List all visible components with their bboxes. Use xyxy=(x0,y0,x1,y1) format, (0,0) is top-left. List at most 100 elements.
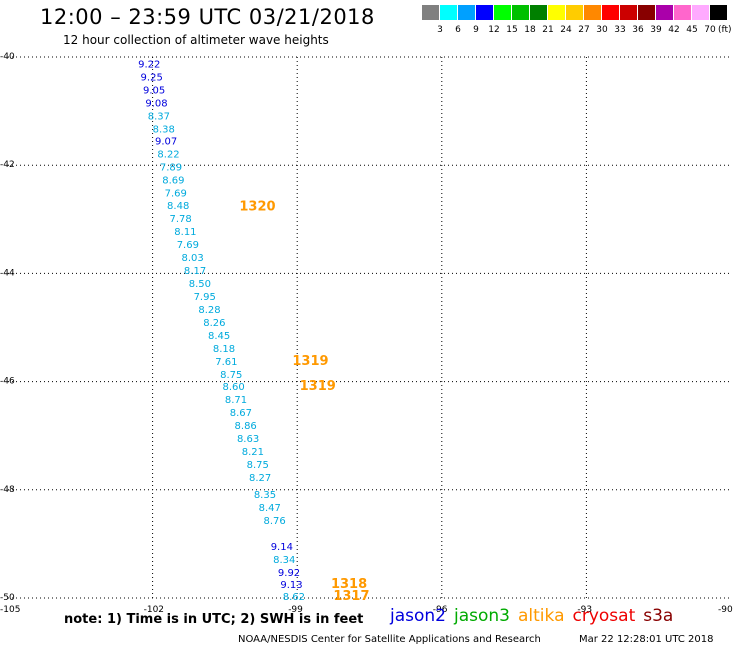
data-point-jason3: 8.37 xyxy=(148,111,170,122)
data-point-jason2: 9.92 xyxy=(278,568,300,579)
scale-label: 27 xyxy=(578,25,590,35)
y-tick-label: -48 xyxy=(0,485,15,495)
pass-number-altika: 1317 xyxy=(333,589,369,604)
scale-label: 9 xyxy=(473,25,479,35)
x-tick-label: -102 xyxy=(144,605,164,615)
scale-swatch xyxy=(638,5,655,20)
legend-item-cryosat: cryosat xyxy=(572,606,636,626)
data-point-jason3: 8.76 xyxy=(263,516,285,527)
scale-label: 39 xyxy=(650,25,662,35)
pass-number-altika: 1320 xyxy=(239,199,275,214)
satellite-legend: jason2 jason3 altika cryosat s3a xyxy=(390,606,681,626)
data-point-jason3: 8.67 xyxy=(230,408,252,419)
data-point-jason2: 9.07 xyxy=(155,136,177,147)
y-tick-label: -42 xyxy=(0,160,15,170)
scale-label: 33 xyxy=(614,25,626,35)
data-point-jason3: 7.89 xyxy=(160,162,182,173)
data-point-jason3: 8.45 xyxy=(208,331,230,342)
footer-timestamp: Mar 22 12:28:01 UTC 2018 xyxy=(579,634,714,645)
data-point-jason3: 8.63 xyxy=(237,434,259,445)
data-point-jason3: 7.78 xyxy=(169,214,191,225)
scale-label: 3 xyxy=(437,25,443,35)
scale-label: 70 xyxy=(704,25,716,35)
x-tick-label: -105 xyxy=(0,605,20,615)
scale-swatch xyxy=(476,5,493,20)
scale-swatch xyxy=(422,5,439,20)
scale-swatch xyxy=(530,5,547,20)
data-point-jason3: 7.69 xyxy=(165,188,187,199)
data-point-jason2: 9.13 xyxy=(280,580,302,591)
scale-label: 42 xyxy=(668,25,680,35)
data-point-jason3: 8.75 xyxy=(220,370,242,381)
data-point-jason3: 8.28 xyxy=(198,305,220,316)
scale-swatch xyxy=(566,5,583,20)
scale-unit-label: (ft) xyxy=(718,25,732,35)
legend-item-jason3: jason3 xyxy=(454,606,510,626)
scale-label: 12 xyxy=(488,25,500,35)
data-point-jason3: 7.95 xyxy=(194,292,216,303)
chart-subtitle: 12 hour collection of altimeter wave hei… xyxy=(63,33,329,47)
pass-number-altika: 1318 xyxy=(331,577,367,592)
scale-swatch xyxy=(458,5,475,20)
scale-label: 24 xyxy=(560,25,572,35)
data-point-jason3: 8.03 xyxy=(182,253,204,264)
data-point-jason3: 7.69 xyxy=(177,240,199,251)
scale-swatch xyxy=(656,5,673,20)
data-point-jason3: 8.47 xyxy=(259,503,281,514)
data-point-jason3: 8.60 xyxy=(222,382,244,393)
data-point-jason2: 9.22 xyxy=(138,59,160,70)
data-point-jason3: 8.86 xyxy=(235,421,257,432)
x-tick-label: -96 xyxy=(433,605,448,615)
scale-swatch xyxy=(602,5,619,20)
scale-swatch xyxy=(512,5,529,20)
data-point-jason2: 9.14 xyxy=(271,542,293,553)
scale-label: 30 xyxy=(596,25,608,35)
scale-swatch xyxy=(692,5,709,20)
y-tick-label: -50 xyxy=(0,593,15,603)
pass-number-altika: 1319 xyxy=(292,354,328,369)
data-point-jason3: 8.11 xyxy=(174,227,196,238)
data-point-jason3: 8.21 xyxy=(242,447,264,458)
scale-swatch xyxy=(494,5,511,20)
data-point-jason3: 8.38 xyxy=(153,124,175,135)
x-tick-label: -93 xyxy=(577,605,592,615)
data-point-jason3: 8.18 xyxy=(213,344,235,355)
scale-label: 6 xyxy=(455,25,461,35)
data-point-jason3: 8.17 xyxy=(184,266,206,277)
data-point-jason3: 8.48 xyxy=(167,201,189,212)
scale-swatch xyxy=(584,5,601,20)
data-point-jason3: 8.35 xyxy=(254,490,276,501)
scale-label: 15 xyxy=(506,25,518,35)
scale-swatch xyxy=(440,5,457,20)
data-point-jason3: 8.71 xyxy=(225,395,247,406)
data-point-jason3: 8.26 xyxy=(203,318,225,329)
units-note: note: 1) Time is in UTC; 2) SWH is in fe… xyxy=(64,612,364,627)
data-point-jason3: 7.61 xyxy=(215,357,237,368)
scale-swatch xyxy=(674,5,691,20)
data-point-jason3: 8.62 xyxy=(283,592,305,603)
data-point-jason3: 8.22 xyxy=(157,149,179,160)
footer-credit: NOAA/NESDIS Center for Satellite Applica… xyxy=(238,634,541,645)
chart-title: 12:00 – 23:59 UTC 03/21/2018 xyxy=(40,5,375,29)
data-point-jason3: 8.34 xyxy=(273,555,295,566)
data-point-jason2: 9.08 xyxy=(145,98,167,109)
data-point-jason3: 8.27 xyxy=(249,473,271,484)
y-tick-label: -40 xyxy=(0,52,15,62)
scale-label: 21 xyxy=(542,25,554,35)
data-point-jason2: 9.25 xyxy=(141,72,163,83)
legend-item-s3a: s3a xyxy=(643,606,674,626)
data-point-jason3: 8.50 xyxy=(189,279,211,290)
scale-swatch xyxy=(548,5,565,20)
scale-label: 36 xyxy=(632,25,644,35)
y-tick-label: -44 xyxy=(0,268,15,278)
data-point-jason3: 8.69 xyxy=(162,175,184,186)
data-point-jason2: 9.05 xyxy=(143,85,165,96)
x-tick-label: -99 xyxy=(288,605,303,615)
scale-label: 18 xyxy=(524,25,536,35)
pass-number-altika: 1319 xyxy=(300,379,336,394)
legend-item-jason2: jason2 xyxy=(390,606,446,626)
scale-swatch xyxy=(620,5,637,20)
legend-item-altika: altika xyxy=(518,606,565,626)
